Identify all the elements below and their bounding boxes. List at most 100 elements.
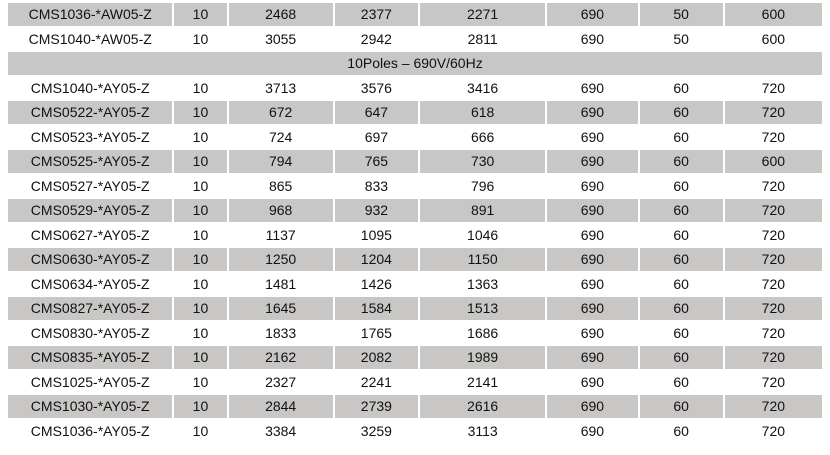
table-row: CMS0627-*AY05-Z 10 1137 1095 1046 690 60 720 xyxy=(5,221,825,248)
value-cell: 720 xyxy=(722,344,825,371)
value-cell: 690 xyxy=(545,148,640,175)
value-cell: 720 xyxy=(722,197,825,224)
table-row: CMS1030-*AY05-Z 10 2844 2739 2616 690 60 720 xyxy=(5,393,825,420)
value-cell: 690 xyxy=(545,221,640,248)
value-cell: 690 xyxy=(545,123,640,150)
value-cell: 1046 xyxy=(417,221,548,248)
value-cell: 672 xyxy=(226,99,335,126)
value-cell: 1513 xyxy=(417,295,548,322)
value-cell: 1363 xyxy=(417,270,548,297)
value-cell: 50 xyxy=(637,25,725,52)
value-cell: 10 xyxy=(172,344,229,371)
value-cell: 690 xyxy=(545,172,640,199)
value-cell: 697 xyxy=(332,123,420,150)
table-row: CMS0835-*AY05-Z 10 2162 2082 1989 690 60 720 xyxy=(5,344,825,371)
value-cell: 690 xyxy=(545,295,640,322)
model-cell: CMS0523-*AY05-Z xyxy=(5,123,175,150)
spec-table: CMS1036-*AW05-Z 10 2468 2377 2271 690 50 600 CMS… xyxy=(5,1,825,444)
model-cell: CMS1036-*AY05-Z xyxy=(5,417,175,444)
value-cell: 2739 xyxy=(332,393,420,420)
value-cell: 2468 xyxy=(226,1,335,28)
value-cell: 1137 xyxy=(226,221,335,248)
value-cell: 3384 xyxy=(226,417,335,444)
value-cell: 724 xyxy=(226,123,335,150)
value-cell: 3416 xyxy=(417,74,548,101)
value-cell: 2162 xyxy=(226,344,335,371)
value-cell: 1150 xyxy=(417,246,548,273)
value-cell: 720 xyxy=(722,368,825,395)
value-cell: 2811 xyxy=(417,25,548,52)
value-cell: 600 xyxy=(722,148,825,175)
model-cell: CMS0527-*AY05-Z xyxy=(5,172,175,199)
model-cell: CMS0630-*AY05-Z xyxy=(5,246,175,273)
value-cell: 618 xyxy=(417,99,548,126)
value-cell: 60 xyxy=(637,172,725,199)
table-row: CMS1040-*AY05-Z 10 3713 3576 3416 690 60 720 xyxy=(5,74,825,101)
spec-table-body: CMS1036-*AW05-Z 10 2468 2377 2271 690 50 600 CMS… xyxy=(5,1,825,444)
value-cell: 10 xyxy=(172,25,229,52)
model-cell: CMS0525-*AY05-Z xyxy=(5,148,175,175)
value-cell: 60 xyxy=(637,344,725,371)
value-cell: 60 xyxy=(637,368,725,395)
table-row: CMS0634-*AY05-Z 10 1481 1426 1363 690 60 720 xyxy=(5,270,825,297)
table-row: CMS0525-*AY05-Z 10 794 765 730 690 60 600 xyxy=(5,148,825,175)
model-cell: CMS1036-*AW05-Z xyxy=(5,1,175,28)
value-cell: 1095 xyxy=(332,221,420,248)
value-cell: 10 xyxy=(172,393,229,420)
value-cell: 1989 xyxy=(417,344,548,371)
value-cell: 10 xyxy=(172,368,229,395)
value-cell: 60 xyxy=(637,123,725,150)
value-cell: 60 xyxy=(637,148,725,175)
table-row: CMS0523-*AY05-Z 10 724 697 666 690 60 720 xyxy=(5,123,825,150)
table-row: CMS1036-*AW05-Z 10 2468 2377 2271 690 50 600 xyxy=(5,1,825,28)
value-cell: 720 xyxy=(722,417,825,444)
table-row: CMS0522-*AY05-Z 10 672 647 618 690 60 720 xyxy=(5,99,825,126)
table-row: CMS0527-*AY05-Z 10 865 833 796 690 60 720 xyxy=(5,172,825,199)
value-cell: 794 xyxy=(226,148,335,175)
value-cell: 647 xyxy=(332,99,420,126)
value-cell: 600 xyxy=(722,1,825,28)
value-cell: 60 xyxy=(637,417,725,444)
value-cell: 2942 xyxy=(332,25,420,52)
value-cell: 720 xyxy=(722,270,825,297)
value-cell: 10 xyxy=(172,74,229,101)
value-cell: 730 xyxy=(417,148,548,175)
value-cell: 720 xyxy=(722,246,825,273)
value-cell: 2377 xyxy=(332,1,420,28)
model-cell: CMS1040-*AW05-Z xyxy=(5,25,175,52)
model-cell: CMS1040-*AY05-Z xyxy=(5,74,175,101)
value-cell: 690 xyxy=(545,246,640,273)
value-cell: 720 xyxy=(722,74,825,101)
value-cell: 60 xyxy=(637,319,725,346)
value-cell: 10 xyxy=(172,148,229,175)
model-cell: CMS1030-*AY05-Z xyxy=(5,393,175,420)
model-cell: CMS0830-*AY05-Z xyxy=(5,319,175,346)
value-cell: 60 xyxy=(637,295,725,322)
table-row: CMS1025-*AY05-Z 10 2327 2241 2141 690 60 720 xyxy=(5,368,825,395)
value-cell: 690 xyxy=(545,344,640,371)
value-cell: 833 xyxy=(332,172,420,199)
model-cell: CMS0835-*AY05-Z xyxy=(5,344,175,371)
value-cell: 2271 xyxy=(417,1,548,28)
table-row: CMS1040-*AW05-Z 10 3055 2942 2811 690 50 600 xyxy=(5,25,825,52)
value-cell: 3713 xyxy=(226,74,335,101)
table-row: CMS0830-*AY05-Z 10 1833 1765 1686 690 60 720 xyxy=(5,319,825,346)
value-cell: 10 xyxy=(172,99,229,126)
value-cell: 765 xyxy=(332,148,420,175)
value-cell: 10 xyxy=(172,417,229,444)
value-cell: 10 xyxy=(172,197,229,224)
value-cell: 2082 xyxy=(332,344,420,371)
value-cell: 1686 xyxy=(417,319,548,346)
value-cell: 2141 xyxy=(417,368,548,395)
value-cell: 720 xyxy=(722,172,825,199)
value-cell: 690 xyxy=(545,393,640,420)
section-header-row: 10Poles – 690V/60Hz xyxy=(6,50,824,77)
value-cell: 60 xyxy=(637,393,725,420)
value-cell: 3113 xyxy=(417,417,548,444)
table-row: CMS0529-*AY05-Z 10 968 932 891 690 60 720 xyxy=(5,197,825,224)
table-row: CMS1036-*AY05-Z 10 3384 3259 3113 690 60 720 xyxy=(5,417,825,444)
model-cell: CMS0627-*AY05-Z xyxy=(5,221,175,248)
value-cell: 3259 xyxy=(332,417,420,444)
value-cell: 1584 xyxy=(332,295,420,322)
value-cell: 1833 xyxy=(226,319,335,346)
